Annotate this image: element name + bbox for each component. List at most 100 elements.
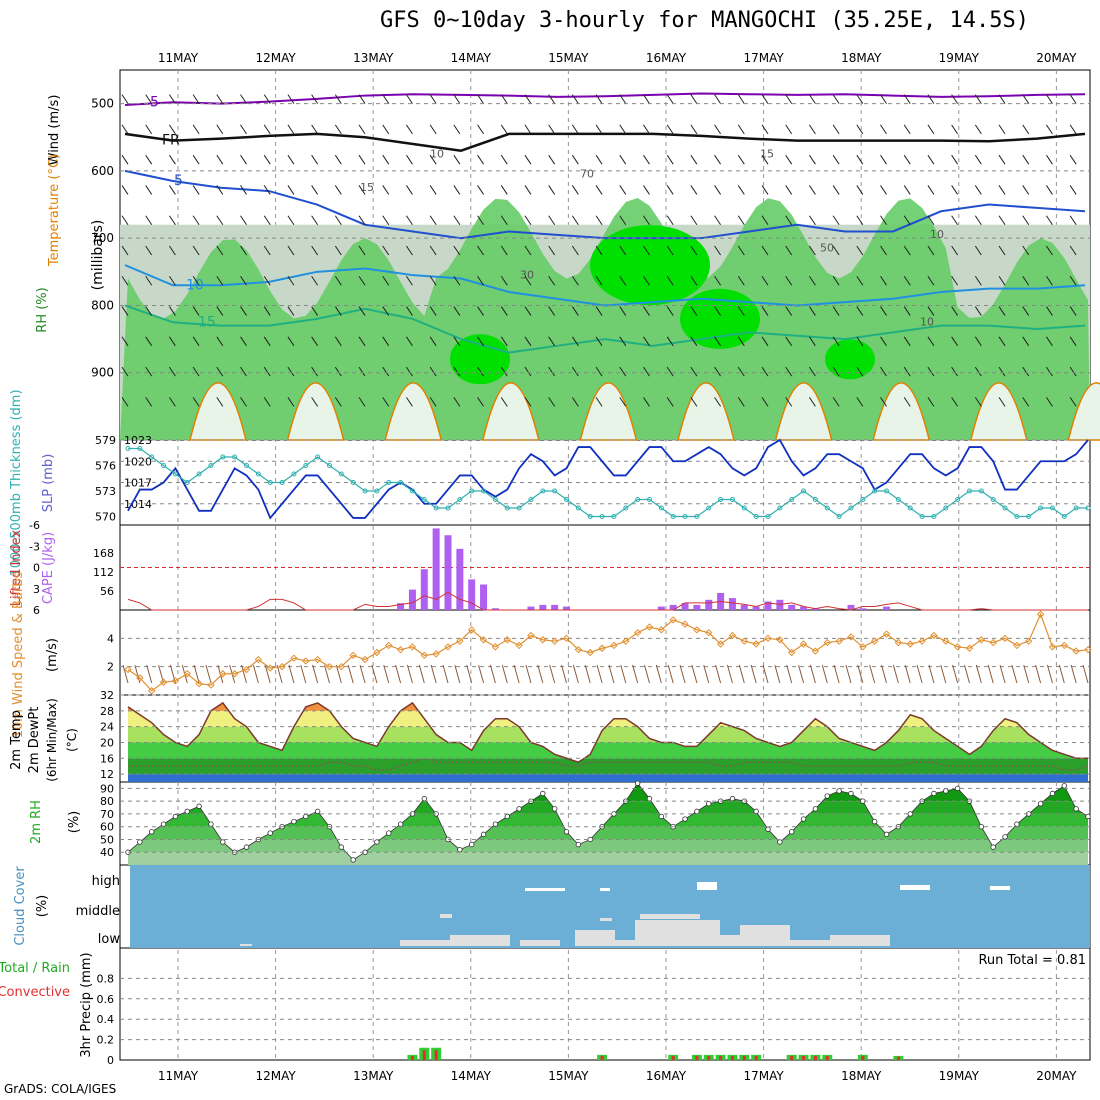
rh-point [706,801,712,807]
wind-speed-point [562,634,571,643]
wind-barb [406,154,413,165]
thickness-point [255,471,261,477]
side-label: (°C) [65,728,79,752]
wind-barb [927,215,935,226]
wind-barb [548,366,556,377]
wind-barb [240,336,247,347]
precip-panel: 0 0.2 0.4 0.6 0.8 Run Total = 0.81 Total / Rai… [0,952,1090,1067]
wind-barb [263,154,271,165]
date-label-bottom: 12MAY [255,1069,296,1083]
wind-barb [382,366,390,377]
rh-line [127,782,1089,861]
wind-barb [737,185,745,195]
wind-barb [643,185,650,195]
wind-barb [311,306,319,316]
surface-barb [963,664,970,684]
rh-point [943,788,949,794]
wind-barb [1069,397,1077,407]
surface-barb [904,664,911,684]
wind-barb [974,124,982,135]
temp-band [128,726,1088,743]
precip-conv-bar [813,1055,817,1060]
surface-barb [869,664,876,684]
isotherm-label: 5 [150,94,159,110]
cape-bar [693,604,701,610]
rh-tick-label: 40 [100,846,114,859]
wind-barb [216,397,224,407]
wind-barb [216,245,224,256]
contour-label: 50 [820,242,834,255]
rh-point [421,795,427,802]
wind-barb [240,154,247,165]
thickness-point [398,480,404,485]
dewpoint-line [128,757,1089,771]
wind-barb [737,275,745,286]
surface-barb [608,664,615,684]
wind-barb [311,397,319,407]
wind-barb [927,306,935,316]
wind-barb [216,306,224,316]
isotherm-line [124,169,1086,240]
wind-barb [595,215,603,226]
wind-barb [1069,336,1077,347]
wind-barb [714,185,722,195]
wind-barb [761,336,769,347]
wind-barb [121,275,129,286]
wind-barb [477,94,484,104]
wind-barb [406,185,413,195]
wind-barb [192,397,200,407]
wind-barb [619,124,627,135]
wind-barb [334,245,342,256]
wind-barb [951,306,959,316]
wind-barb [927,245,935,256]
wind-barb [311,366,319,377]
thickness-point [161,463,167,468]
wind-speed-point [313,655,322,664]
thickness-point [955,497,961,502]
wind-barb [240,366,247,377]
surface-barb [952,664,959,684]
thickness-point [1038,505,1044,511]
thickness-point [694,514,700,519]
wind-barb [382,306,390,316]
temp-band [128,702,1088,711]
wind-barb [429,336,437,347]
rh-point [1014,821,1020,827]
date-label-bottom: 13MAY [353,1069,394,1083]
wind-barb [951,185,959,195]
wind-barb [311,154,319,165]
wind-barb [406,397,413,407]
rh-point [374,839,380,845]
wind-barb [192,366,200,377]
thickness-point [232,454,238,460]
wind-barb [311,124,319,135]
thickness-point [409,488,415,494]
wind-speed-point [835,637,843,645]
precip-conv-bar [671,1055,675,1060]
wind-barb [192,215,200,226]
wind-speed-point [1072,647,1080,655]
wind-barb [927,397,935,407]
pressure-tick-label: 500 [91,97,114,111]
wind-barb [240,215,247,226]
wind-barb [666,185,674,195]
wind-speed-point [1013,641,1021,650]
wind-barb [524,366,532,377]
wind-barb [121,336,129,347]
wind-barb [643,124,650,135]
wind-speed-point [918,637,926,645]
side-label: Wind (m/s) [47,95,62,166]
wind-barb [856,275,864,286]
wind-speed-point [870,637,879,645]
date-label-bottom: 17MAY [743,1069,784,1083]
wind-barb [643,366,650,377]
rh-point [824,793,830,799]
surface-barb [288,664,295,684]
run-total-label: Run Total = 0.81 [978,953,1086,968]
surface-barb [442,664,449,684]
thickness-point [812,497,818,502]
thickness-point [729,497,735,502]
surface-barb [561,664,568,684]
